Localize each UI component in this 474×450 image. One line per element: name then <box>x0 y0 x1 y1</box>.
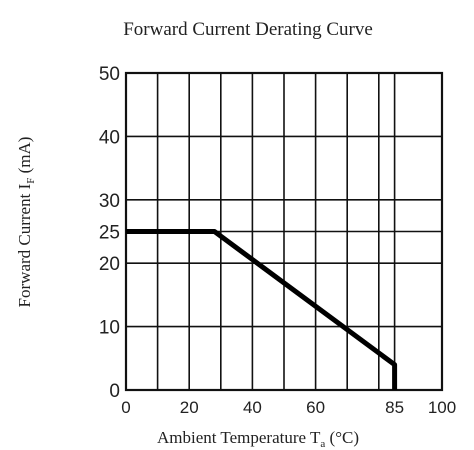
y-axis-label-subscript: F <box>25 178 37 184</box>
y-tick-label: 25 <box>99 223 120 244</box>
y-tick-labels: 0 10 20 25 30 40 50 <box>99 64 120 402</box>
x-axis-label: Ambient Temperature Ta (°C) <box>157 428 359 450</box>
y-tick-label: 30 <box>99 191 120 212</box>
x-axis-label-text: Ambient Temperature T <box>157 428 321 447</box>
series-layer <box>126 229 398 390</box>
y-tick-label: 10 <box>99 318 120 339</box>
x-tick-labels: 0 20 40 60 85 100 <box>121 398 456 417</box>
y-tick-label: 20 <box>99 254 120 275</box>
x-tick-label: 60 <box>306 398 325 417</box>
x-axis-label-subscript: a <box>320 438 325 450</box>
x-tick-label: 0 <box>121 398 130 417</box>
y-tick-label: 50 <box>99 64 120 85</box>
chart-title: Forward Current Derating Curve <box>123 19 373 40</box>
x-tick-label: 20 <box>180 398 199 417</box>
y-tick-label: 40 <box>99 127 120 148</box>
x-tick-label: 100 <box>428 398 456 417</box>
derating-curve <box>126 229 398 390</box>
x-tick-label: 85 <box>385 398 404 417</box>
y-axis-label-unit: (mA) <box>15 137 34 178</box>
x-axis-label-unit: (°C) <box>325 428 359 447</box>
y-axis-label-text: Forward Current I <box>15 183 34 307</box>
y-tick-label: 0 <box>109 381 120 402</box>
y-axis-label: Forward Current IF (mA) <box>15 137 37 308</box>
x-tick-label: 40 <box>243 398 262 417</box>
